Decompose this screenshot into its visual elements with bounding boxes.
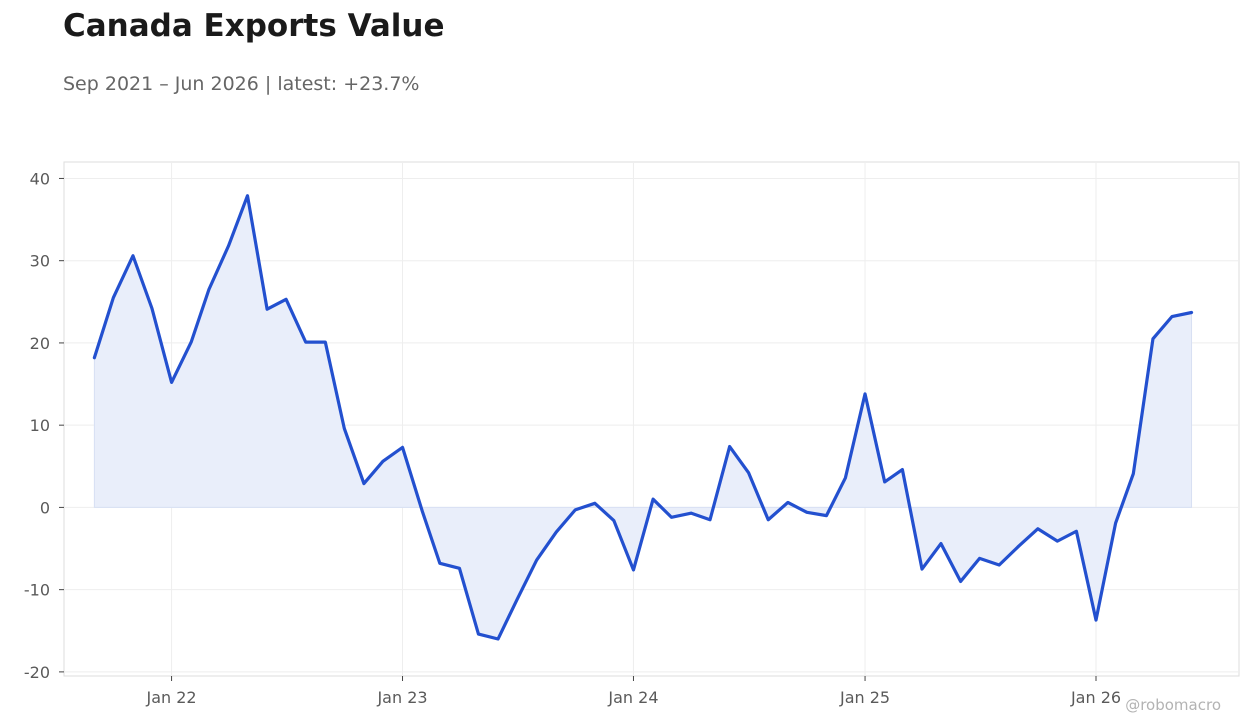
x-tick-label: Jan 25 — [839, 688, 890, 707]
watermark-text: @robomacro — [1125, 696, 1221, 714]
plot-frame — [63, 161, 1240, 677]
y-tick-label: 0 — [40, 498, 50, 517]
y-tick-label: 20 — [30, 334, 50, 353]
y-tick-label: 10 — [30, 416, 50, 435]
series-line-layer — [92, 194, 1194, 641]
y-tick-label: -10 — [24, 581, 50, 600]
chart-title: Canada Exports Value — [63, 8, 445, 44]
x-tick-label: Jan 22 — [146, 688, 197, 707]
y-tick-label: 40 — [30, 169, 50, 188]
y-tick-label: -20 — [24, 663, 50, 682]
x-tick-label: Jan 24 — [607, 688, 658, 707]
series-line — [92, 194, 1194, 641]
chart-subtitle: Sep 2021 – Jun 2026 | latest: +23.7% — [63, 73, 420, 95]
x-tick-label: Jan 23 — [376, 688, 427, 707]
y-tick-label: 30 — [30, 252, 50, 271]
axis-ticks: 40 30 20 10 0 -10 -20 Jan 22 Jan 23 Jan 24 Jan 25 J… — [24, 169, 1121, 707]
x-tick-label: Jan 26 — [1070, 688, 1121, 707]
